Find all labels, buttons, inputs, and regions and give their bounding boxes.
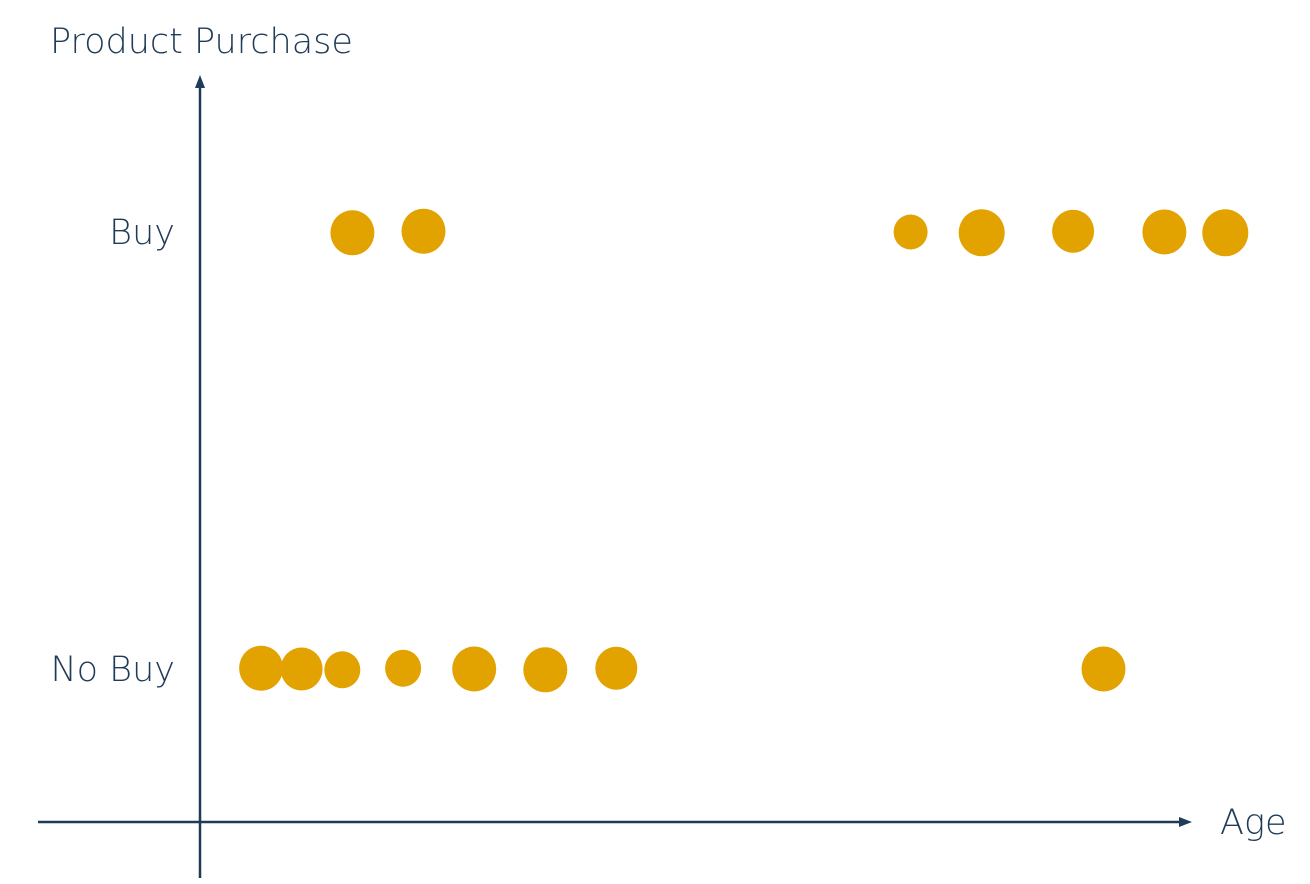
y-axis-arrowhead <box>195 75 205 88</box>
data-point <box>401 208 446 254</box>
data-point <box>958 209 1005 257</box>
data-point <box>1202 209 1249 257</box>
data-point <box>385 649 422 687</box>
data-point <box>330 210 375 256</box>
data-point <box>280 647 323 691</box>
x-axis-label: Age <box>1220 803 1286 843</box>
data-point <box>1142 209 1187 255</box>
data-point <box>523 647 568 693</box>
data-point <box>324 651 361 689</box>
y-tick-label-no-buy: No Buy <box>50 650 175 690</box>
y-tick-label-buy: Buy <box>109 213 175 253</box>
data-point <box>239 645 284 691</box>
data-point <box>595 646 638 690</box>
data-point <box>452 646 497 692</box>
data-point <box>1081 646 1126 692</box>
x-axis-arrowhead <box>1179 817 1192 827</box>
y-axis-label: Product Purchase <box>50 22 353 62</box>
data-point <box>893 214 928 250</box>
data-points <box>239 208 1249 693</box>
data-point <box>1052 209 1095 253</box>
y-tick-labels: No Buy Buy <box>50 213 175 690</box>
